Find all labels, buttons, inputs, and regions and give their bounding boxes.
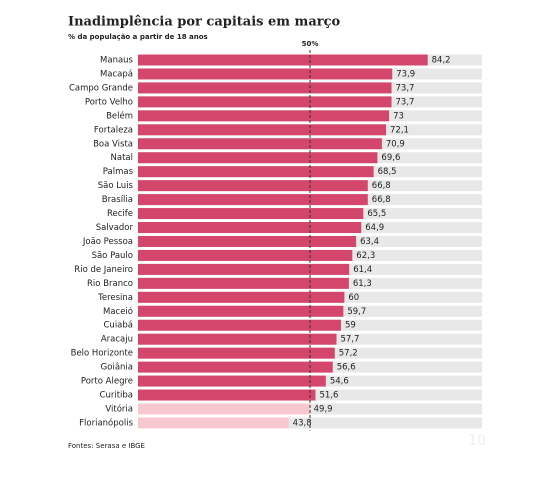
value-label: 73,7: [396, 97, 415, 107]
bar: [138, 389, 316, 401]
bar: [138, 68, 393, 80]
value-label: 84,2: [432, 56, 451, 66]
bar: [138, 194, 368, 206]
value-label: 60: [348, 293, 359, 303]
bar: [138, 263, 350, 275]
category-label: Palmas: [103, 167, 134, 177]
category-label: Aracaju: [101, 335, 133, 345]
category-label: Campo Grande: [69, 83, 133, 93]
value-label: 59: [345, 321, 356, 331]
value-label: 70,9: [386, 139, 405, 149]
value-label: 66,8: [372, 195, 391, 205]
bar: [138, 138, 382, 150]
bar: [138, 361, 333, 373]
value-label: 72,1: [390, 125, 409, 135]
value-label: 64,9: [365, 223, 384, 233]
category-label: Rio de Janeiro: [74, 265, 133, 275]
value-label: 57,2: [339, 349, 358, 359]
value-label: 69,6: [381, 153, 400, 163]
category-label: Belém: [106, 110, 133, 121]
bar: [138, 54, 428, 66]
category-label: Macapá: [100, 69, 133, 79]
bar: [138, 96, 392, 108]
category-label: Teresina: [97, 293, 133, 303]
category-label: Natal: [111, 153, 133, 163]
value-label: 59,7: [347, 307, 366, 317]
category-label: São Paulo: [92, 251, 133, 261]
category-label: Porto Alegre: [81, 377, 133, 387]
value-label: 73,9: [396, 69, 415, 79]
category-label: Boa Vista: [93, 139, 133, 149]
category-label: Cuiabá: [104, 321, 134, 331]
value-label: 63,4: [360, 237, 379, 247]
category-label: Goiânia: [101, 363, 133, 373]
bar: [138, 110, 390, 122]
bar: [138, 291, 345, 303]
category-label: Rio Branco: [87, 279, 133, 289]
bar: [138, 305, 344, 317]
bar: [138, 124, 387, 136]
category-label: Salvador: [96, 223, 134, 233]
category-label: Curitiba: [100, 391, 133, 401]
value-label: 66,8: [372, 181, 391, 191]
category-label: Maceió: [103, 306, 133, 317]
bar: [138, 403, 310, 415]
bar: [138, 235, 357, 247]
source: Fontes: Serasa e IBGE: [68, 442, 145, 450]
bar: [138, 277, 349, 289]
reference-label: 50%: [302, 40, 319, 48]
value-label: 73,7: [396, 83, 415, 93]
category-label: Recife: [107, 209, 133, 219]
value-label: 43,8: [293, 418, 312, 428]
category-label: Manaus: [100, 56, 134, 66]
bar: [138, 319, 341, 331]
category-label: São Luis: [98, 181, 134, 191]
category-label: Porto Velho: [85, 97, 133, 107]
logo: 10: [468, 433, 486, 449]
category-label: Fortaleza: [94, 125, 133, 135]
value-label: 57,7: [340, 335, 359, 345]
bar: [138, 180, 368, 192]
bar: [138, 417, 289, 429]
bar: [138, 333, 337, 345]
value-label: 49,9: [314, 405, 333, 415]
chart-title: Inadimplência por capitais em março: [68, 15, 341, 30]
value-label: 51,6: [320, 391, 339, 401]
bar: [138, 222, 362, 234]
bar: [138, 152, 378, 164]
value-label: 54,6: [330, 377, 349, 387]
category-label: Florianópolis: [79, 417, 133, 428]
bar: [138, 82, 392, 94]
bar: [138, 347, 335, 359]
category-label: Brasília: [102, 195, 133, 205]
category-label: Vitória: [105, 404, 133, 415]
value-label: 65,5: [367, 209, 386, 219]
value-label: 56,6: [337, 363, 356, 373]
value-label: 68,5: [378, 167, 397, 177]
bar: [138, 375, 326, 387]
chart-subtitle: % da população a partir de 18 anos: [68, 33, 208, 41]
bar: [138, 166, 374, 178]
value-label: 61,3: [353, 279, 372, 289]
category-label: João Pessoa: [82, 237, 133, 247]
bar: [138, 249, 353, 261]
bar-track: [138, 403, 482, 415]
bar: [138, 208, 364, 220]
category-label: Belo Horizonte: [71, 349, 133, 359]
value-label: 73: [393, 111, 404, 121]
value-label: 61,4: [353, 265, 372, 275]
value-label: 62,3: [356, 251, 375, 261]
